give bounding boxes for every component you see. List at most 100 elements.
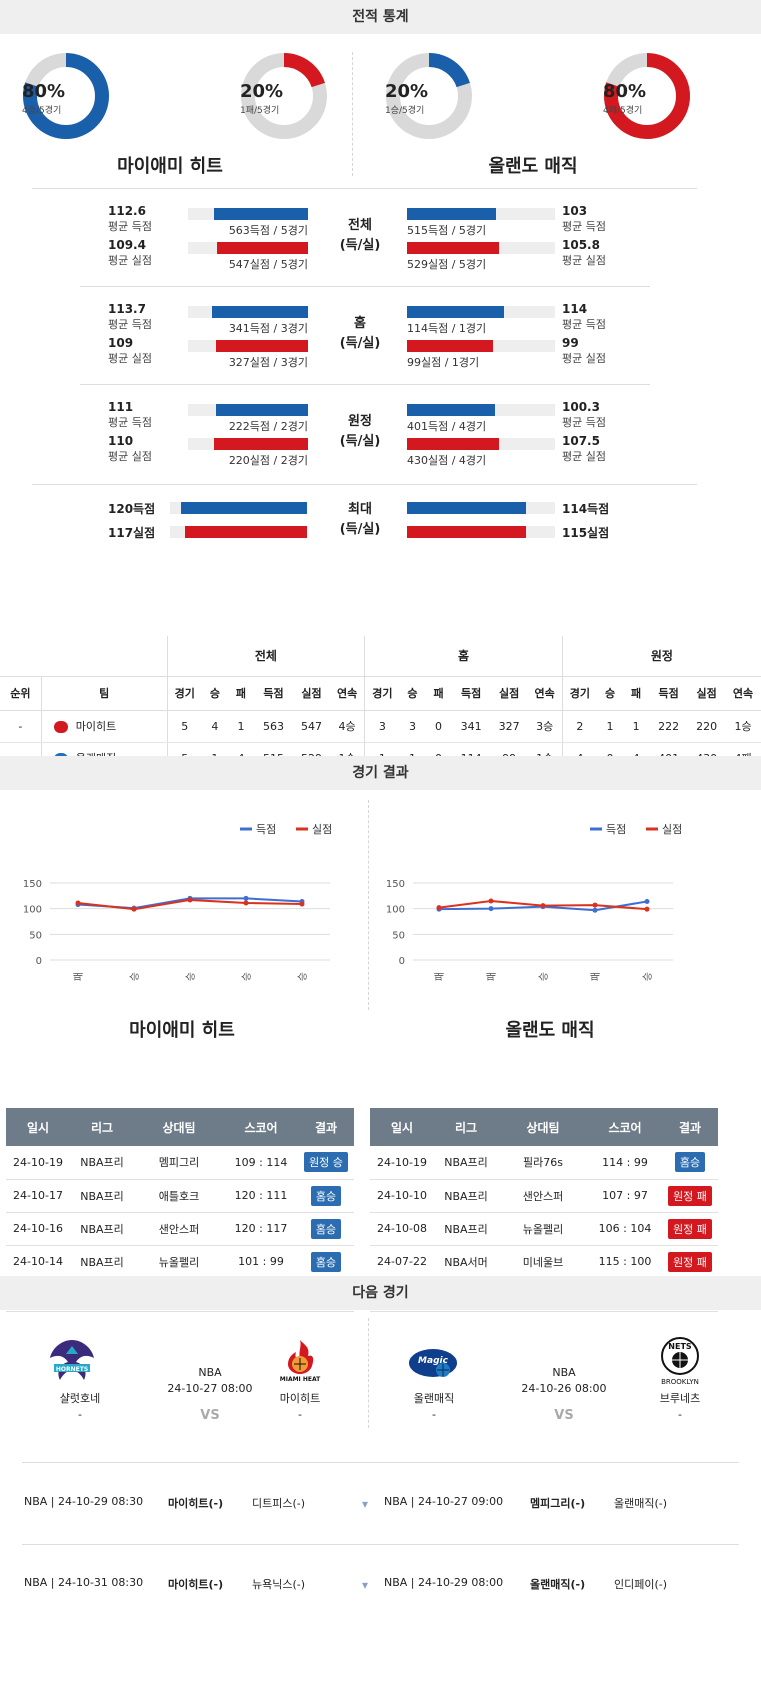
chevron-down-icon: ▾ [362, 1578, 369, 1592]
next-right-away-name: 올랜매직 [413, 1392, 455, 1405]
stat-label: 평균 득점 [562, 220, 606, 233]
results-row: 24-10-17 NBA프리 애틀호크 120 : 111 홈승 [6, 1179, 354, 1213]
magic-logo: Magic [407, 1342, 459, 1387]
stat-bar-label: 401득점 / 4경기 [407, 420, 487, 433]
standings-table: 전체 홈 원정 순위 팀 경기 승 패 득점 실점 연속 경기 승 패 득점 실점 연속 경기 승 패 득점 실점 연속 - 마… [0, 636, 761, 775]
stat-bar-fill [212, 306, 308, 318]
standings-cell: 547 [293, 710, 330, 743]
upcoming-team-b[interactable]: 올랜매직(-) [614, 1497, 668, 1510]
x-tick-label: 승 [129, 972, 141, 981]
stat-bar-track [188, 306, 308, 318]
data-point [187, 897, 193, 903]
donut-record: 1승/5경기 [385, 106, 425, 116]
upcoming-team-a[interactable]: 마이히트(-) [168, 1578, 224, 1591]
stat-bar-track [188, 208, 308, 220]
next-left-away-name: 샬럿호네 [59, 1392, 101, 1405]
stat-bar-track [407, 208, 555, 220]
upcoming-info[interactable]: NBA | 24-10-27 09:00 [384, 1495, 504, 1508]
results-cell: 109 : 114 [224, 1146, 298, 1180]
upcoming-team-a[interactable]: 마이히트(-) [168, 1497, 224, 1510]
results-row: 24-10-14 NBA프리 뉴올펠리 101 : 99 홈승 [6, 1245, 354, 1279]
stat-label: 평균 득점 [108, 416, 152, 429]
standings-col-header: 패 [623, 676, 650, 711]
record-donut: 20% 1패/5경기 [240, 52, 328, 140]
upcoming-team-b[interactable]: 인디페이(-) [614, 1578, 668, 1591]
donut-percent: 20% [385, 81, 429, 102]
standings-team[interactable]: 마이히트 [40, 710, 168, 743]
donut-percent: 80% [603, 81, 647, 102]
results-cell: 뉴올펠리 [498, 1212, 588, 1246]
max-value: 115실점 [562, 526, 610, 540]
results-col-header: 결과 [662, 1108, 718, 1146]
standings-col-header: 득점 [649, 676, 689, 711]
stat-bar-label: 327실점 / 3경기 [228, 356, 308, 369]
upcoming-team-b[interactable]: 뉴욕닉스(-) [252, 1578, 306, 1591]
results-cell: 샌안스퍼 [134, 1212, 224, 1246]
max-bar-track [170, 526, 307, 538]
stat-bar-fill [407, 306, 505, 318]
section-header-stats: 전적 통계 [0, 0, 761, 34]
y-tick-label: 100 [386, 905, 405, 916]
standings-cell: 3 [364, 710, 400, 743]
upcoming-info[interactable]: NBA | 24-10-29 08:30 [24, 1495, 144, 1508]
upcoming-team-a[interactable]: 멤피그리(-) [530, 1497, 586, 1510]
stat-bar-track [188, 404, 308, 416]
next-right-vs: VS [554, 1408, 574, 1423]
next-right-away-rec: - [432, 1408, 436, 1421]
standings-col-header: 승 [399, 676, 426, 711]
next-right-league: NBA [552, 1366, 576, 1379]
record-donut: 80% 4패/5경기 [603, 52, 691, 140]
standings-col-header: 경기 [364, 676, 400, 711]
results-team-left: 마이애미 히트 [129, 1020, 235, 1041]
data-point [131, 906, 137, 912]
results-cell: NBA프리 [70, 1179, 134, 1213]
results-cell: 미네울브 [498, 1245, 588, 1279]
standings-cell: 3승 [527, 710, 563, 743]
upcoming-info[interactable]: NBA | 24-10-29 08:00 [384, 1576, 504, 1589]
divider [22, 1462, 739, 1463]
legend-label: 실점 [312, 823, 332, 836]
x-tick-label: 패 [434, 972, 446, 981]
stat-bar-fill [407, 208, 496, 220]
upcoming-team-b[interactable]: 디트피스(-) [252, 1497, 306, 1510]
donut-fill [241, 53, 327, 139]
compare-category: 전체 (득/실) [339, 218, 381, 253]
team-name-left: 마이애미 히트 [117, 156, 223, 177]
stat-bar-track [407, 404, 555, 416]
stat-bar-fill [215, 404, 308, 416]
standings-row: - 마이히트 5 4 1 563 547 4승 3 3 0 341 327 3승 2 1 1 222 220 1승 [0, 710, 761, 743]
results-col-header: 스코어 [588, 1108, 662, 1146]
legend-label: 득점 [606, 823, 626, 836]
results-cell: 24-10-19 [6, 1146, 70, 1180]
upcoming-info[interactable]: NBA | 24-10-31 08:30 [24, 1576, 144, 1589]
results-row: 24-10-10 NBA프리 샌안스퍼 107 : 97 원정 패 [370, 1179, 718, 1213]
results-row: 24-07-22 NBA서머 미네울브 115 : 100 원정 패 [370, 1245, 718, 1279]
results-cell: 115 : 100 [588, 1245, 662, 1279]
standings-cell: 4 [201, 710, 228, 743]
stat-bar-label: 563득점 / 5경기 [228, 224, 308, 237]
data-point [75, 900, 81, 906]
divider [368, 800, 369, 1010]
next-left-home-name: 마이히트 [279, 1392, 321, 1405]
stat-bar-fill [214, 208, 308, 220]
divider [368, 1318, 369, 1428]
standings-cell: 220 [688, 710, 726, 743]
standings-col-header: 경기 [561, 676, 597, 711]
results-cell: 24-10-10 [370, 1179, 434, 1213]
standings-col-header: 패 [425, 676, 452, 711]
stat-label: 평균 실점 [562, 352, 606, 365]
donut-fill [386, 53, 472, 139]
stat-value: 111 [108, 400, 134, 414]
stat-label: 평균 실점 [562, 254, 606, 267]
next-right-home-name: 브루네츠 [659, 1392, 701, 1405]
legend-label: 실점 [662, 823, 682, 836]
stat-bar-label: 341득점 / 3경기 [228, 322, 308, 335]
standings-rank: - [0, 710, 42, 743]
results-row: 24-10-16 NBA프리 샌안스퍼 120 : 117 홈승 [6, 1212, 354, 1246]
results-cell: NBA서머 [434, 1245, 498, 1279]
upcoming-team-a[interactable]: 올랜매직(-) [530, 1578, 586, 1591]
standings-col-header: 실점 [490, 676, 528, 711]
stat-label: 평균 득점 [562, 318, 606, 331]
stat-label: 평균 득점 [108, 220, 152, 233]
compare-category: 원정 (득/실) [339, 414, 381, 449]
